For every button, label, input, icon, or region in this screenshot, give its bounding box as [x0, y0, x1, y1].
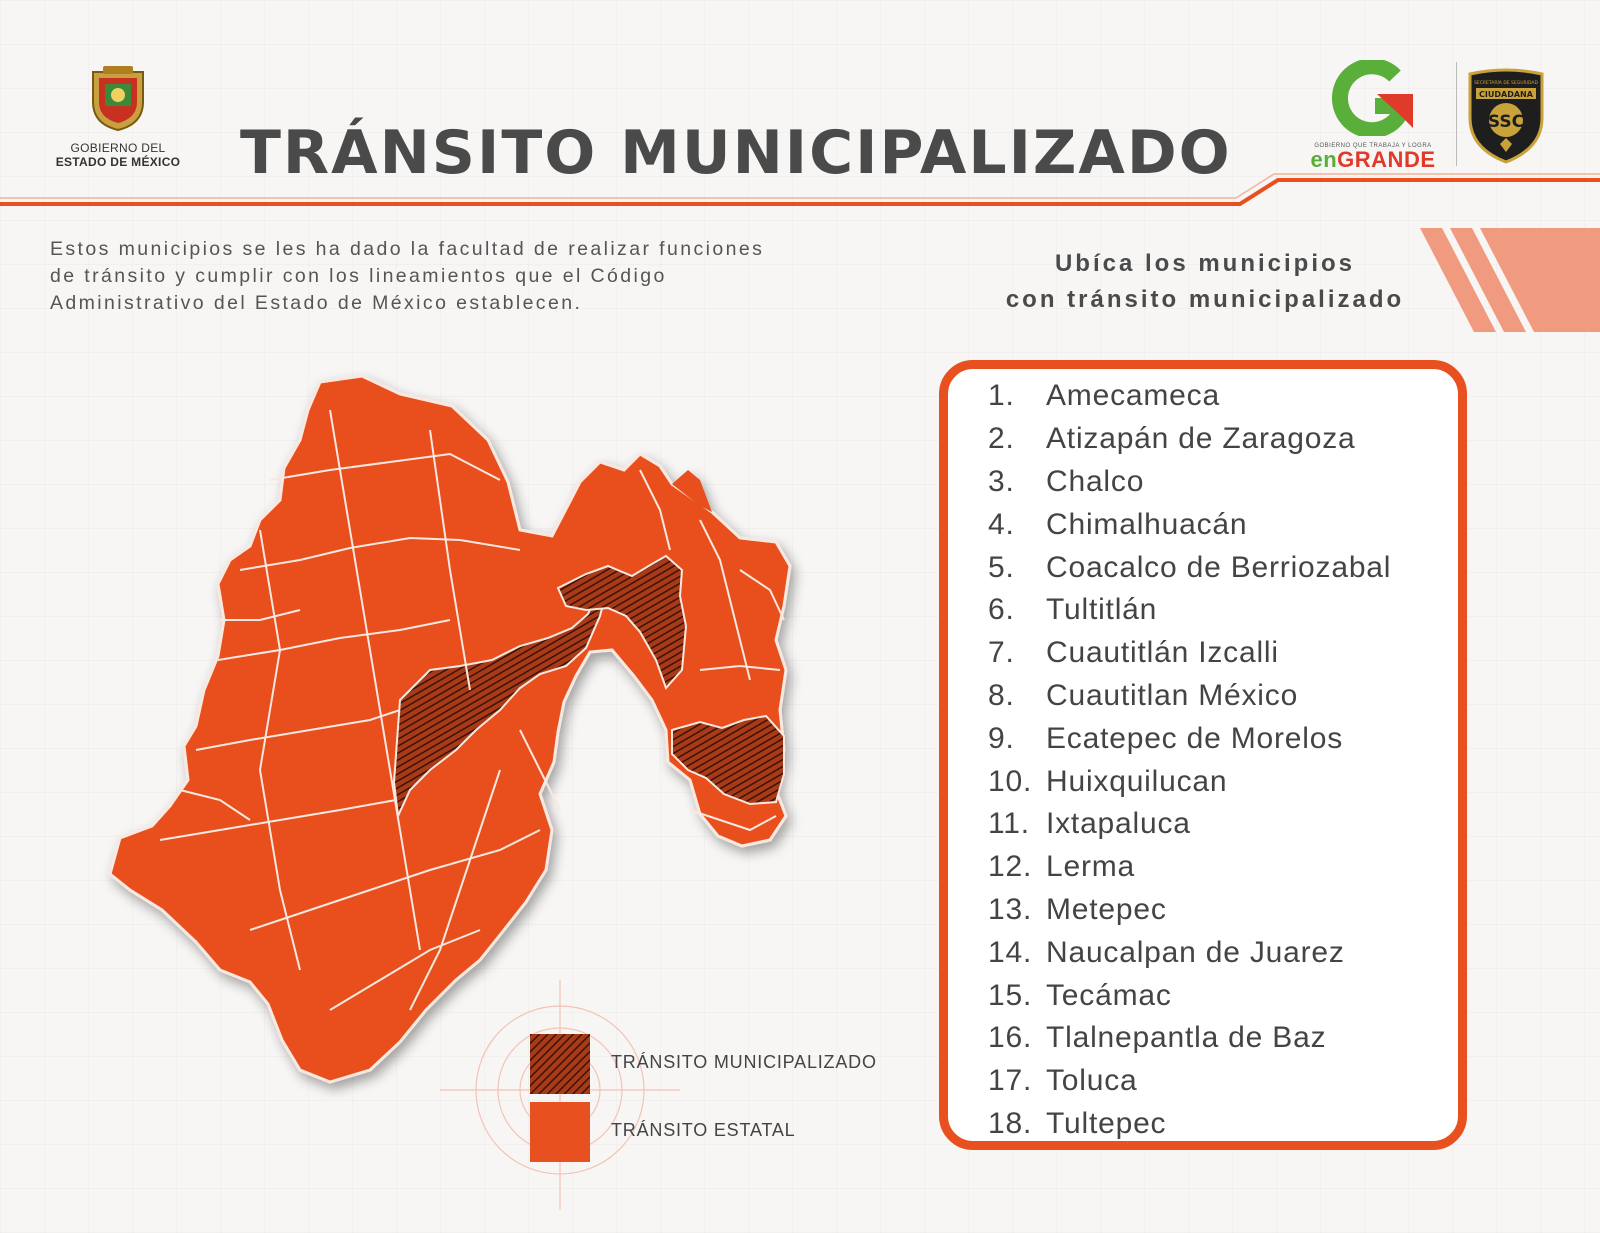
- list-item: 12. Lerma: [948, 846, 1458, 889]
- municipalized-region-east: [671, 714, 785, 806]
- list-item-name: Ecatepec de Morelos: [1046, 721, 1344, 755]
- header-divider-line: [0, 173, 1600, 206]
- legend-label-municipalizado: TRÁNSITO MUNICIPALIZADO: [611, 1052, 877, 1072]
- municipality-list: 1. Amecameca 2. Atizapán de Zaragoza 3. Cha…: [948, 369, 1458, 1145]
- list-item-number: 12.: [988, 850, 1033, 884]
- page-title: TRÁNSITO MUNICIPALIZADO: [240, 118, 1232, 188]
- ssc-initials: SSC: [1488, 112, 1524, 132]
- engrande-logo: GOBIERNO QUE TRABAJA Y LOGRA enGRANDE: [1298, 58, 1448, 173]
- list-item-number: 11.: [988, 807, 1030, 841]
- logo-divider: [1456, 62, 1457, 166]
- list-item-number: 18.: [988, 1106, 1033, 1140]
- municipalized-region-north: [556, 554, 688, 690]
- municipality-list-panel: 1. Amecameca 2. Atizapán de Zaragoza 3. Cha…: [939, 360, 1467, 1150]
- list-item-name: Chalco: [1046, 464, 1145, 498]
- brand-tagline: GOBIERNO QUE TRABAJA Y LOGRA: [1314, 143, 1432, 149]
- list-item: 1. Amecameca: [948, 375, 1458, 418]
- coat-of-arms-icon: [92, 66, 144, 132]
- list-item-name: Ixtapaluca: [1046, 807, 1191, 841]
- list-item: 17. Toluca: [948, 1060, 1458, 1103]
- intro-paragraph: Estos municipios se les ha dado la facul…: [50, 236, 930, 317]
- list-item-number: 15.: [988, 978, 1033, 1012]
- list-item-number: 6.: [988, 593, 1015, 627]
- list-item-name: Metepec: [1046, 892, 1167, 926]
- list-item-name: Huixquilucan: [1046, 764, 1228, 798]
- intro-line: de tránsito y cumplir con los lineamient…: [50, 265, 667, 287]
- ssc-top-text: SECRETARÍA DE SEGURIDAD: [1474, 79, 1538, 86]
- list-item: 15. Tecámac: [948, 974, 1458, 1017]
- brand-word-en: en: [1310, 147, 1338, 172]
- municipal-borders: [159, 409, 785, 1011]
- list-item-number: 17.: [988, 1064, 1033, 1098]
- ssc-mid-text: CIUDADANA: [1479, 90, 1534, 99]
- list-item: 8. Cuautitlan México: [948, 675, 1458, 718]
- list-item-name: Toluca: [1046, 1064, 1138, 1098]
- list-item-name: Amecameca: [1046, 379, 1220, 413]
- list-item-name: Lerma: [1046, 850, 1136, 884]
- list-item-name: Coacalco de Berriozabal: [1046, 550, 1392, 584]
- list-item-name: Tultepec: [1046, 1106, 1167, 1140]
- list-item: 13. Metepec: [948, 889, 1458, 932]
- list-item: 4. Chimalhuacán: [948, 503, 1458, 546]
- list-item-number: 10.: [988, 764, 1033, 798]
- g-brand-icon: [1331, 58, 1414, 139]
- list-item-number: 9.: [988, 721, 1015, 755]
- list-item: 16. Tlalnepantla de Baz: [948, 1017, 1458, 1060]
- list-item-number: 8.: [988, 678, 1015, 712]
- list-item-number: 14.: [988, 935, 1033, 969]
- gov-logo-line1: GOBIERNO DEL: [70, 141, 166, 155]
- brand-word-grande: GRANDE: [1337, 147, 1436, 172]
- locate-heading-line: Ubíca los municipios: [1054, 250, 1356, 277]
- decorative-stripes: [1420, 228, 1600, 332]
- list-item: 7. Cuautitlán Izcalli: [948, 632, 1458, 675]
- list-item: 5. Coacalco de Berriozabal: [948, 546, 1458, 589]
- intro-line: Administrativo del Estado de México esta…: [50, 292, 583, 314]
- list-item: 3. Chalco: [948, 461, 1458, 504]
- legend-swatch-municipalizado: [530, 1034, 590, 1094]
- gov-logo-line2: ESTADO DE MÉXICO: [55, 155, 181, 169]
- legend-decorative-rings: [440, 980, 680, 1210]
- gov-estado-mexico-logo: GOBIERNO DEL ESTADO DE MÉXICO: [38, 62, 198, 169]
- locate-heading-line: con tránsito municipalizado: [1005, 286, 1405, 313]
- list-item-number: 13.: [988, 892, 1033, 926]
- list-item-number: 16.: [988, 1021, 1033, 1055]
- list-item-number: 5.: [988, 550, 1015, 584]
- list-item-number: 4.: [988, 507, 1015, 541]
- list-item: 18. Tultepec: [948, 1103, 1458, 1146]
- list-item-name: Chimalhuacán: [1046, 507, 1248, 541]
- list-item-number: 1.: [988, 379, 1015, 413]
- list-item-name: Atizapán de Zaragoza: [1046, 422, 1356, 456]
- list-item-name: Tultitlán: [1046, 593, 1158, 627]
- list-item-number: 2.: [988, 422, 1015, 456]
- list-item-name: Tlalnepantla de Baz: [1046, 1021, 1327, 1055]
- locate-heading: Ubíca los municipios con tránsito munici…: [940, 246, 1470, 318]
- list-item-name: Cuautitlán Izcalli: [1046, 636, 1279, 670]
- intro-line: Estos municipios se les ha dado la facul…: [50, 238, 765, 260]
- list-item-name: Naucalpan de Juarez: [1046, 935, 1345, 969]
- list-item: 14. Naucalpan de Juarez: [948, 931, 1458, 974]
- list-item: 10. Huixquilucan: [948, 760, 1458, 803]
- municipalized-region-west: [392, 567, 614, 820]
- list-item-number: 7.: [988, 636, 1015, 670]
- list-item-number: 3.: [988, 464, 1015, 498]
- legend-swatch-estatal: [530, 1102, 590, 1162]
- list-item: 2. Atizapán de Zaragoza: [948, 418, 1458, 461]
- legend-label-estatal: TRÁNSITO ESTATAL: [611, 1120, 796, 1140]
- brand-wordmark: enGRANDE: [1298, 147, 1448, 173]
- list-item: 9. Ecatepec de Morelos: [948, 717, 1458, 760]
- estado-de-mexico-map: [108, 374, 792, 1084]
- ssc-badge-icon: SECRETARÍA DE SEGURIDAD CIUDADANA SSC: [1468, 68, 1544, 164]
- list-item: 11. Ixtapaluca: [948, 803, 1458, 846]
- list-item-name: Tecámac: [1046, 978, 1172, 1012]
- list-item: 6. Tultitlán: [948, 589, 1458, 632]
- list-item-name: Cuautitlan México: [1046, 678, 1299, 712]
